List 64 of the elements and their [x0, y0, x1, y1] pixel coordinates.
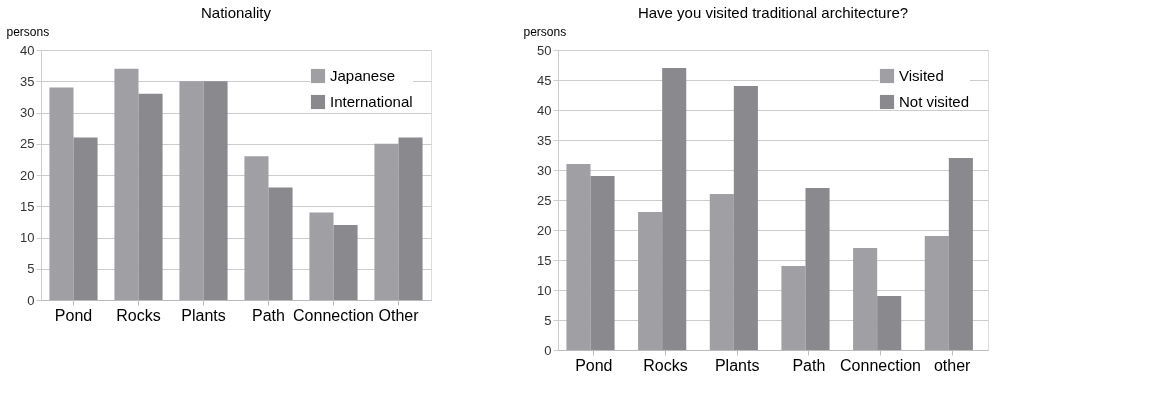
y-tick-label: 25: [20, 136, 35, 152]
y-tick-label: 50: [537, 42, 552, 58]
bar: [73, 137, 98, 300]
bar: [114, 68, 139, 300]
bar: [709, 194, 734, 350]
x-tick-label: Path: [792, 356, 826, 374]
bar: [179, 81, 204, 300]
bar: [948, 158, 973, 350]
bar: [662, 68, 687, 350]
y-tick-label: 10: [20, 230, 35, 245]
legend-label: International: [330, 93, 413, 110]
x-tick-label: Rocks: [116, 306, 161, 324]
legend-label: Not visited: [899, 93, 970, 110]
y-tick-label: 45: [537, 72, 552, 88]
x-tick-label: Plants: [181, 306, 226, 324]
bar: [781, 266, 806, 350]
y-tick-label: 0: [27, 292, 35, 308]
bar: [398, 137, 423, 300]
x-tick-label: Other: [378, 306, 420, 324]
legend-label: Visited: [899, 67, 944, 84]
y-tick-label: 25: [537, 192, 552, 208]
y-tick-label: 5: [544, 312, 552, 328]
y-tick-label: 10: [537, 282, 552, 298]
x-tick-label: Path: [252, 306, 285, 324]
bar: [333, 225, 358, 300]
bar: [924, 236, 949, 350]
y-tick-label: 30: [537, 162, 552, 178]
bar: [49, 87, 74, 300]
x-tick-label: Pond: [575, 356, 613, 374]
y-tick-label: 5: [27, 261, 35, 277]
bar: [877, 296, 902, 350]
bar: [309, 212, 334, 300]
y-tick-label: 35: [537, 132, 552, 148]
y-tick-label: 40: [20, 42, 35, 58]
y-tick-label: 20: [537, 222, 552, 238]
x-tick-label: Rocks: [643, 356, 688, 374]
x-tick-label: other: [933, 356, 972, 374]
y-axis-title: persons: [523, 24, 567, 39]
y-axis-title: persons: [6, 24, 50, 39]
y-tick-label: 35: [20, 73, 35, 89]
bar: [853, 248, 878, 350]
bar: [590, 176, 615, 350]
y-tick-label: 20: [20, 167, 35, 183]
bar: [566, 164, 591, 350]
bar: [374, 143, 399, 300]
bar: [244, 156, 269, 300]
y-tick-label: 15: [537, 252, 552, 268]
y-tick-label: 40: [537, 102, 552, 118]
legend-label: Japanese: [330, 67, 396, 84]
chart-title: Nationality: [200, 4, 272, 21]
bar: [733, 86, 758, 350]
y-tick-label: 15: [20, 198, 35, 214]
x-tick-label: Connection: [293, 306, 374, 324]
y-tick-label: 0: [544, 342, 552, 358]
x-tick-label: Plants: [714, 356, 760, 374]
bar: [203, 81, 228, 300]
bar: [138, 93, 163, 300]
bar: [805, 188, 830, 350]
bar: [638, 212, 663, 350]
chart-title: Have you visited traditional architecture?: [637, 4, 909, 21]
x-tick-label: Pond: [54, 306, 93, 324]
y-tick-label: 30: [20, 105, 35, 120]
bar: [268, 187, 293, 300]
x-tick-label: Connection: [840, 356, 921, 374]
